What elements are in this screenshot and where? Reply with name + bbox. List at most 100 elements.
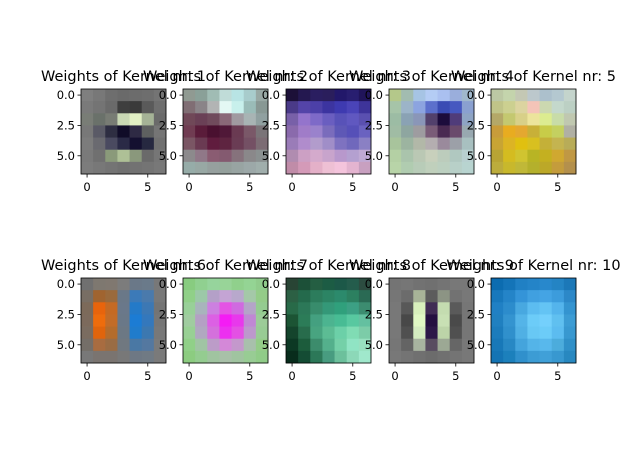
heatmap-cell [219,314,232,327]
heatmap-cell [425,326,438,340]
heatmap-cell [551,125,565,138]
heatmap-cell [93,278,106,291]
heatmap-cell [449,161,463,175]
heatmap-cell [425,161,438,175]
heatmap-cell [389,113,402,126]
axes-frame [388,277,475,364]
heatmap-cell [117,326,130,340]
x-tick-label: 0 [493,180,500,194]
heatmap-cell [286,278,299,291]
heatmap-cell [527,137,540,151]
heatmap-cell [358,137,372,151]
heatmap-cell [255,149,269,163]
heatmap-cell [527,113,540,126]
y-tick-label: 0.0 [365,277,383,291]
heatmap-cell [310,350,323,364]
heatmap-cell [389,101,402,114]
heatmap-cell [551,161,565,175]
heatmap-cell [286,161,299,175]
heatmap-cell [527,89,540,102]
heatmap-cell [527,314,540,327]
heatmap-cell [129,149,143,163]
heatmap-cell [81,137,94,151]
heatmap-cell [334,302,348,315]
heatmap-cell [449,302,463,315]
heatmap-cell [153,101,167,114]
heatmap-cell [527,350,540,364]
heatmap-cell [310,278,323,291]
y-tick-label: 2.5 [159,307,177,321]
heatmap-cell [413,302,426,315]
heatmap-cell [219,161,232,175]
axes-frame [80,277,167,364]
heatmap-cell [255,326,269,340]
heatmap-cell [183,326,196,340]
heatmap-cell [298,326,311,340]
heatmap-cell [153,89,167,102]
heatmap-cell [491,149,504,163]
heatmap-cell [153,326,167,340]
heatmap-cell [255,161,269,175]
heatmap-cell [527,101,540,114]
heatmap-cell [358,89,372,102]
y-tick-label: 2.5 [57,307,75,321]
heatmap-cell [425,149,438,163]
heatmap-cell [401,89,414,102]
heatmap-cell [322,302,335,315]
heatmap-cell [401,113,414,126]
heatmap-cell [255,89,269,102]
heatmap-cell [141,101,155,114]
heatmap-cell [117,314,130,327]
heatmap-cell [437,338,451,352]
heatmap-cell [93,89,106,102]
heatmap-cell [310,149,323,163]
heatmap-cell [298,149,311,163]
heatmap-cell [389,137,402,151]
heatmap-cell [286,290,299,303]
heatmap-cell [346,302,360,315]
heatmap-cell [117,338,130,352]
heatmap-cell [503,314,516,327]
heatmap-cell [298,314,311,327]
heatmap-cell [491,302,504,315]
heatmap-cell [346,290,360,303]
heatmap-cell [358,278,372,291]
heatmap-cell [81,302,94,315]
heatmap-cell [117,149,130,163]
heatmap-cell [551,338,565,352]
heatmap-cell [153,290,167,303]
heatmap-cell [515,302,528,315]
heatmap-cell [183,314,196,327]
heatmap-cell [425,137,438,151]
heatmap-cell [389,302,402,315]
heatmap-cell [81,89,94,102]
heatmap-cell [255,113,269,126]
heatmap-cell [389,89,402,102]
heatmap-cell [286,338,299,352]
heatmap-cell [219,302,232,315]
heatmap-cell [437,350,451,364]
heatmap-cell [310,314,323,327]
heatmap-cell [461,149,475,163]
heatmap-cell [346,89,360,102]
heatmap-cell [298,125,311,138]
heatmap-cell [346,326,360,340]
heatmap-cell [183,161,196,175]
x-tick-label: 0 [391,369,398,383]
heatmap-cell [461,302,475,315]
heatmap-cell [425,338,438,352]
heatmap-cell [515,161,528,175]
heatmap-cell [243,290,257,303]
heatmap-cell [207,326,220,340]
heatmap-cell [195,338,208,352]
heatmap-cell [563,101,577,114]
heatmap-cell [219,125,232,138]
heatmap-cell [346,161,360,175]
heatmap-cell [183,302,196,315]
heatmap-cell [401,314,414,327]
panel-title: Weights of Kernel nr: 7 [143,258,308,274]
heatmap-cell [322,161,335,175]
heatmap-cell [286,326,299,340]
heatmap-cell [81,113,94,126]
heatmap-cell [563,302,577,315]
